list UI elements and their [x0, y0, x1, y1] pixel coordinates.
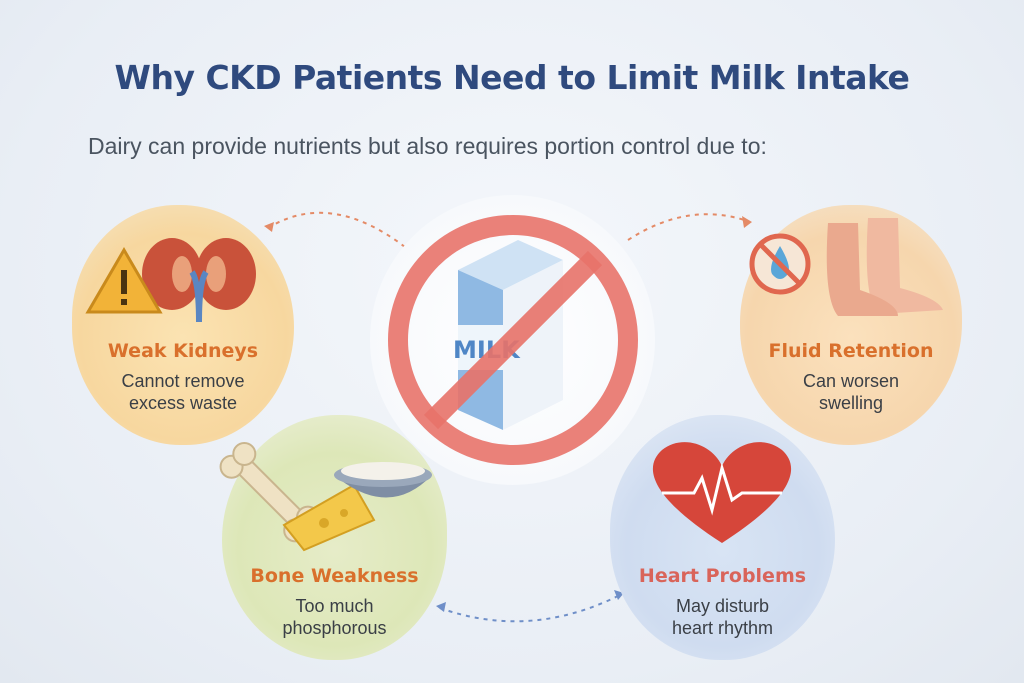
connector-top-right — [627, 213, 751, 241]
heart-ecg-icon — [652, 442, 792, 543]
no-milk-icon: MILK — [388, 215, 638, 465]
connector-bottom — [439, 594, 621, 623]
bone-cheese-bowl-icon — [219, 441, 432, 552]
card-bone-weakness-desc: Too much phosphorous — [282, 596, 387, 638]
card-weak-kidneys-label: Weak Kidneys — [107, 340, 259, 362]
card-fluid-retention-label: Fluid Retention — [768, 340, 934, 362]
arrowhead-bottom-left — [436, 602, 446, 612]
page-subtitle: Dairy can provide nutrients but also req… — [88, 133, 767, 159]
swollen-feet-no-water-icon — [749, 218, 943, 316]
connector-top-left — [267, 211, 406, 248]
page-title: Why CKD Patients Need to Limit Milk Inta… — [114, 58, 910, 97]
kidneys-warning-icon — [85, 238, 256, 323]
card-weak-kidneys-desc: Cannot remove excess waste — [121, 371, 245, 413]
card-bone-weakness-label: Bone Weakness — [250, 565, 419, 587]
card-heart-problems-desc: May disturb heart rhythm — [671, 596, 774, 638]
card-fluid-retention-desc: Can worsen swelling — [802, 371, 900, 413]
card-heart-problems-label: Heart Problems — [638, 565, 807, 587]
arrowhead-top-right — [742, 216, 752, 228]
arrowhead-top-left — [264, 222, 274, 232]
